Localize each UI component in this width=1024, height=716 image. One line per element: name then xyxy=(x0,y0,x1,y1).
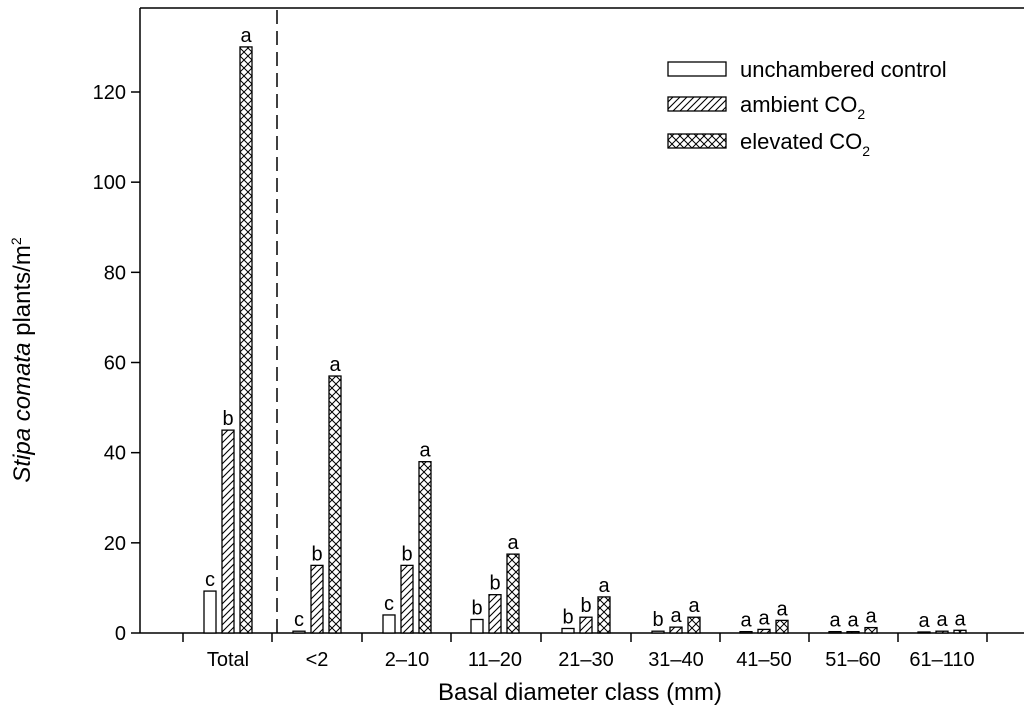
significance-label: b xyxy=(562,606,573,628)
legend-label-text: unchambered control xyxy=(740,57,947,82)
y-axis-title-superscript: 2 xyxy=(8,237,24,245)
legend-swatch xyxy=(667,96,727,112)
bar xyxy=(239,46,253,634)
bar xyxy=(328,375,342,634)
significance-label: a xyxy=(829,610,841,632)
y-tick-label: 40 xyxy=(104,443,126,465)
bar xyxy=(203,590,217,634)
significance-label: b xyxy=(580,595,591,617)
significance-label: a xyxy=(918,610,930,632)
bar xyxy=(739,630,753,634)
legend-label-subscript: 2 xyxy=(857,106,865,122)
significance-label: a xyxy=(688,595,700,617)
x-axis-title: Basal diameter class (mm) xyxy=(438,679,722,706)
bar xyxy=(310,564,324,634)
bar xyxy=(488,594,502,634)
x-tick-label: 31–40 xyxy=(648,649,704,671)
significance-label: b xyxy=(489,573,500,595)
x-tick-label: 2–10 xyxy=(385,649,430,671)
plot-frame xyxy=(139,7,1024,634)
significance-label: c xyxy=(294,609,304,631)
legend-label-subscript: 2 xyxy=(862,143,870,159)
x-tick-label: 61–110 xyxy=(909,649,974,671)
y-tick-label: 100 xyxy=(93,172,126,194)
legend-label: unchambered control xyxy=(740,57,947,82)
significance-label: a xyxy=(758,607,770,629)
bar xyxy=(651,630,665,634)
significance-label: a xyxy=(847,610,859,632)
significance-label: a xyxy=(740,610,752,632)
x-tick-label: Total xyxy=(207,649,249,671)
x-axis: Total <2 2–10 11–20 21–30 31–40 41–50 51–60 61–1… xyxy=(182,633,988,671)
bar xyxy=(846,630,860,634)
bar xyxy=(470,618,484,634)
legend-swatch xyxy=(667,133,727,149)
bar xyxy=(757,628,771,634)
bar xyxy=(597,596,611,634)
bar xyxy=(935,630,949,634)
legend-label: ambient CO2 xyxy=(740,92,865,122)
significance-label: a xyxy=(240,25,252,47)
bar xyxy=(400,564,414,634)
significance-label: b xyxy=(222,408,233,430)
bar xyxy=(292,630,306,634)
significance-label: a xyxy=(936,609,948,631)
x-tick-label: 21–30 xyxy=(558,649,614,671)
significance-label: a xyxy=(776,598,788,620)
significance-label: b xyxy=(311,543,322,565)
x-tick-label: 41–50 xyxy=(736,649,792,671)
y-axis-title-italic: Stipa comata xyxy=(9,343,36,483)
significance-label: a xyxy=(419,440,431,462)
significance-label: a xyxy=(329,354,341,376)
bar xyxy=(506,553,520,634)
y-axis: 0 20 40 60 80 100 120 xyxy=(93,82,140,645)
y-tick-label: 80 xyxy=(104,262,126,284)
significance-label: a xyxy=(954,608,966,630)
significance-label: a xyxy=(670,605,682,627)
legend-label-text: elevated CO xyxy=(740,129,862,154)
significance-label: b xyxy=(401,543,412,565)
x-tick-label: 51–60 xyxy=(825,649,881,671)
legend-label: elevated CO2 xyxy=(740,129,870,159)
x-tick-label: 11–20 xyxy=(468,649,522,671)
bar xyxy=(828,630,842,634)
significance-label: c xyxy=(384,593,394,615)
bar xyxy=(561,627,575,634)
significance-label: b xyxy=(471,597,482,619)
y-axis-title: Stipa comata plants/m2 xyxy=(8,237,36,482)
x-tick-label: <2 xyxy=(306,649,329,671)
bars-group xyxy=(203,46,967,634)
legend-label-text: ambient CO xyxy=(740,92,857,117)
y-tick-label: 60 xyxy=(104,353,126,375)
significance-label: c xyxy=(205,569,215,591)
significance-label: a xyxy=(507,532,519,554)
significance-label: a xyxy=(865,606,877,628)
bar xyxy=(864,626,878,634)
y-tick-label: 20 xyxy=(104,533,126,555)
bar xyxy=(669,626,683,634)
legend-swatch xyxy=(667,61,727,77)
bar xyxy=(382,614,396,634)
y-axis-title-text: plants/m xyxy=(9,245,36,342)
bar xyxy=(917,631,931,634)
bar xyxy=(418,461,432,634)
bar xyxy=(221,429,235,634)
y-tick-label: 0 xyxy=(115,623,126,645)
significance-label: a xyxy=(598,575,610,597)
bar xyxy=(953,629,967,634)
significance-label: b xyxy=(652,609,663,631)
y-tick-label: 120 xyxy=(93,82,126,104)
bar xyxy=(579,616,593,634)
bar xyxy=(775,619,789,634)
bar xyxy=(687,616,701,634)
